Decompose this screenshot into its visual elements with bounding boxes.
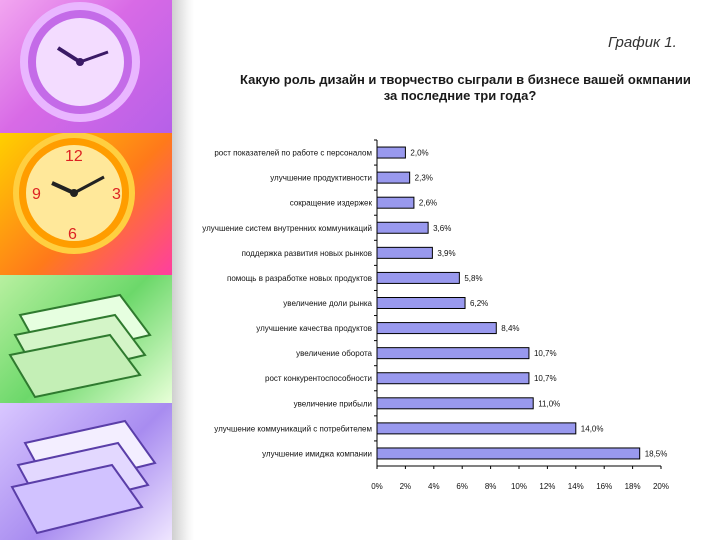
x-tick-label: 4% <box>428 482 440 491</box>
x-tick-label: 10% <box>511 482 527 491</box>
data-label: 6,2% <box>470 299 488 308</box>
category-label: поддержка развития новых рынков <box>242 249 372 258</box>
x-tick-label: 6% <box>456 482 468 491</box>
category-label: улучшение коммуникаций с потребителем <box>214 424 372 433</box>
x-tick-label: 8% <box>485 482 497 491</box>
bar <box>376 221 429 234</box>
bar <box>376 422 577 435</box>
bar <box>376 297 466 309</box>
bar <box>376 447 641 460</box>
chart-title-line-1: Какую роль дизайн и творчество сыграли в… <box>240 72 691 87</box>
bar <box>376 246 433 259</box>
data-label: 8,4% <box>501 324 519 333</box>
data-label: 18,5% <box>645 449 668 458</box>
chart-title-line-2: за последние три года? <box>383 88 537 103</box>
clock-photo-orange: 12 3 6 9 <box>0 133 172 275</box>
bar <box>376 271 460 284</box>
category-label: увеличение доли рынка <box>283 299 372 308</box>
category-label: улучшение имиджа компании <box>262 449 372 458</box>
data-label: 5,8% <box>464 274 482 283</box>
x-tick-label: 20% <box>653 482 669 491</box>
bar <box>376 196 415 209</box>
category-label: помощь в разработке новых продуктов <box>227 274 372 283</box>
x-tick-label: 0% <box>371 482 383 491</box>
svg-text:12: 12 <box>65 148 83 165</box>
clock-photo-purple <box>0 0 172 133</box>
category-label: улучшение качества продуктов <box>256 324 372 333</box>
bar <box>376 397 534 410</box>
data-label: 3,9% <box>437 249 455 258</box>
x-tick-label: 14% <box>568 482 584 491</box>
category-label: улучшение продуктивности <box>270 174 372 183</box>
bar <box>376 322 497 335</box>
data-label: 14,0% <box>581 424 604 433</box>
data-label: 2,3% <box>415 174 433 183</box>
svg-text:9: 9 <box>32 186 41 203</box>
category-label: улучшение систем внутренних коммуникаций <box>202 224 372 233</box>
books-photo-violet <box>0 403 172 540</box>
category-label: увеличение оборота <box>296 349 372 358</box>
category-label: сокращение издержек <box>290 199 373 208</box>
data-label: 11,0% <box>538 399 560 408</box>
bar <box>376 171 411 184</box>
category-label: рост показателей по работе с персоналом <box>214 149 372 158</box>
bar <box>376 146 406 159</box>
data-label: 2,6% <box>419 199 437 208</box>
figure-label: График 1. <box>608 34 677 51</box>
bar <box>376 372 530 385</box>
category-label: увеличение прибыли <box>294 399 372 408</box>
slide-canvas <box>194 18 694 502</box>
data-label: 3,6% <box>433 224 451 233</box>
svg-text:6: 6 <box>68 226 77 243</box>
svg-text:3: 3 <box>112 186 121 203</box>
strip-shadow <box>172 0 194 540</box>
data-label: 2,0% <box>410 149 428 158</box>
data-label: 10,7% <box>534 374 557 383</box>
x-tick-label: 18% <box>625 482 641 491</box>
bar <box>376 347 530 360</box>
chart-title: Какую роль дизайн и творчество сыграли в… <box>240 72 691 104</box>
data-label: 10,7% <box>534 349 557 358</box>
decorative-photo-strip: 12 3 6 9 <box>0 0 172 540</box>
books-photo-green <box>0 275 172 403</box>
x-tick-label: 12% <box>539 482 555 491</box>
x-tick-label: 16% <box>596 482 612 491</box>
category-label: рост конкурентоспособности <box>265 374 372 383</box>
x-tick-label: 2% <box>400 482 412 491</box>
